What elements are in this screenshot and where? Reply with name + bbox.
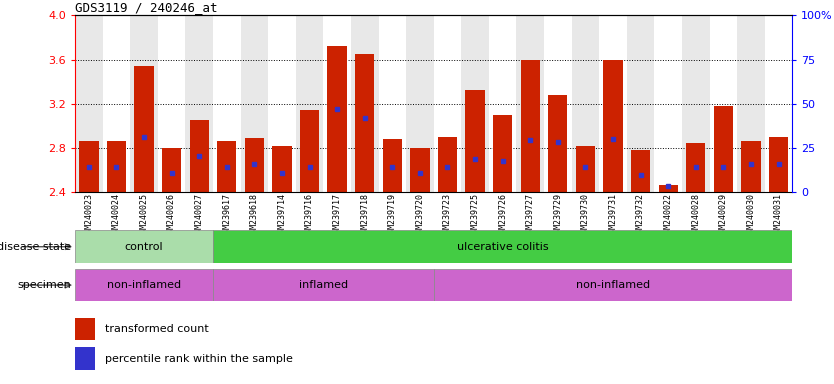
Text: percentile rank within the sample: percentile rank within the sample [105,354,293,364]
Bar [461,15,489,192]
Text: non-inflamed: non-inflamed [107,280,181,290]
Bar [465,91,485,192]
Bar [300,110,319,192]
Bar [520,60,540,192]
Bar [185,15,213,192]
Bar [75,318,95,340]
Bar [737,15,765,192]
Bar [189,120,208,192]
Text: inflamed: inflamed [299,280,348,290]
Bar [103,15,130,192]
Bar [328,46,347,192]
Bar [575,146,595,192]
Bar [627,15,655,192]
Bar [162,148,181,192]
Text: disease state: disease state [0,242,71,252]
Bar [599,15,627,192]
Bar [741,141,761,192]
Bar [493,115,512,192]
Bar [75,15,103,192]
Bar [765,15,792,192]
Bar [130,15,158,192]
Bar [107,141,126,192]
Bar [544,15,571,192]
Bar [240,15,269,192]
Text: GDS3119 / 240246_at: GDS3119 / 240246_at [75,1,218,14]
Text: ulcerative colitis: ulcerative colitis [457,242,549,252]
Bar [686,144,706,192]
Bar [217,141,237,192]
Bar [769,137,788,192]
Bar [379,15,406,192]
Bar [655,15,682,192]
Bar [659,185,678,192]
Bar [714,106,733,192]
Text: specimen: specimen [18,280,71,290]
Bar [134,66,153,192]
Bar [682,15,710,192]
Bar [548,95,567,192]
Bar [631,150,651,192]
Bar [351,15,379,192]
Bar [571,15,599,192]
Bar [244,138,264,192]
Bar [213,230,792,263]
Bar [213,15,240,192]
Bar [75,347,95,370]
Bar [213,269,434,301]
Bar [79,141,98,192]
Bar [296,15,324,192]
Bar [410,148,430,192]
Bar [383,139,402,192]
Bar [355,54,374,192]
Text: control: control [125,242,163,252]
Bar [406,15,434,192]
Text: non-inflamed: non-inflamed [576,280,650,290]
Bar [710,15,737,192]
Bar [158,15,185,192]
Bar [272,146,292,192]
Bar [516,15,544,192]
Bar [75,230,213,263]
Text: transformed count: transformed count [105,324,209,334]
Bar [324,15,351,192]
Bar [434,15,461,192]
Bar [489,15,516,192]
Bar [434,269,792,301]
Bar [269,15,296,192]
Bar [603,60,623,192]
Bar [75,269,213,301]
Bar [438,137,457,192]
